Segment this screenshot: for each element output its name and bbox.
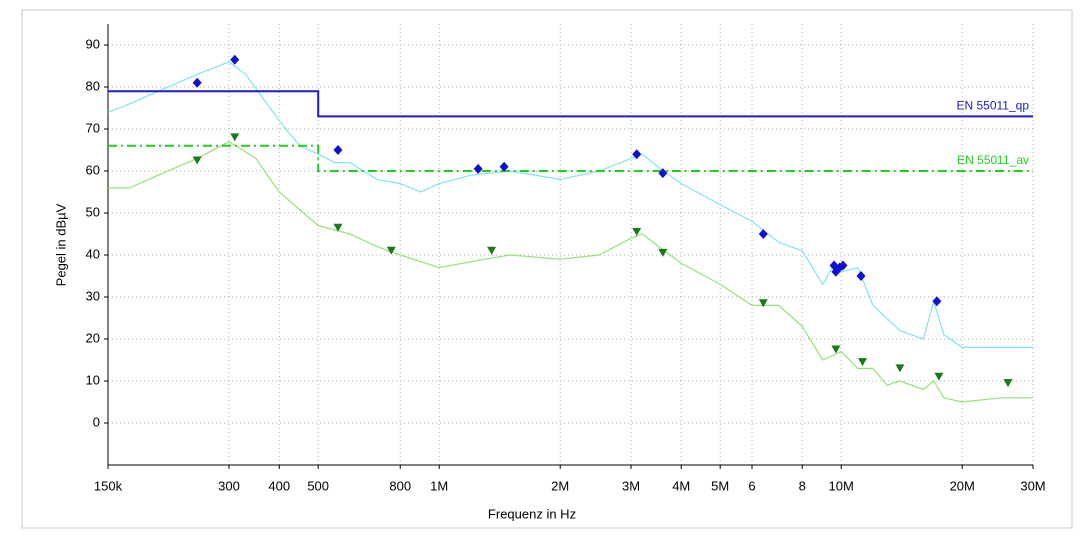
- y-tick-label: 50: [86, 204, 100, 219]
- series-line: [107, 61, 1033, 348]
- series-label: EN 55011_av: [957, 153, 1029, 167]
- y-tick-label: 90: [86, 36, 100, 51]
- y-tick-label: 0: [93, 414, 100, 429]
- x-tick-label: 800: [389, 478, 411, 493]
- marker: [658, 168, 668, 179]
- marker: [230, 133, 240, 142]
- frame: [21, 9, 1073, 529]
- x-tick-label: 3M: [622, 478, 640, 493]
- x-tick-label: 4M: [672, 478, 690, 493]
- marker: [499, 161, 509, 172]
- marker: [758, 229, 768, 239]
- series-line: [108, 140, 1033, 403]
- x-tick-label: 150k: [94, 478, 123, 493]
- y-tick-label: 10: [86, 372, 100, 387]
- marker: [632, 149, 642, 160]
- x-tick-label: 300: [218, 478, 240, 493]
- y-tick-label: 60: [86, 162, 100, 177]
- x-tick-label: 500: [307, 478, 329, 493]
- y-tick-label: 40: [86, 246, 100, 261]
- marker: [932, 296, 942, 307]
- marker: [333, 223, 343, 232]
- y-tick-label: 30: [86, 288, 100, 303]
- marker: [230, 54, 240, 65]
- marker: [831, 345, 841, 354]
- marker: [858, 358, 868, 367]
- x-tick-label: 6: [748, 478, 755, 493]
- marker: [658, 248, 668, 257]
- x-tick-label: 10M: [829, 478, 854, 493]
- marker: [1003, 379, 1013, 388]
- x-tick-label: 2M: [551, 478, 569, 493]
- marker: [487, 246, 497, 255]
- marker: [838, 260, 848, 271]
- series-label: EN 55011_qp: [956, 99, 1029, 113]
- marker: [758, 299, 768, 308]
- series-line: [108, 144, 1033, 172]
- x-tick-label: 5M: [711, 478, 729, 493]
- y-tick-label: 20: [86, 330, 100, 345]
- x-tick-label: 30M: [1020, 478, 1045, 493]
- marker: [895, 364, 905, 373]
- marker: [934, 372, 944, 381]
- marker: [192, 156, 202, 165]
- y-tick-label: 80: [86, 78, 100, 93]
- series-line: [108, 90, 1033, 118]
- marker: [386, 246, 396, 255]
- x-axis-label: Frequenz in Hz: [488, 506, 576, 521]
- marker: [333, 145, 343, 155]
- y-axis-label: Pegel in dBµV: [53, 203, 68, 286]
- marker: [192, 77, 202, 88]
- marker: [856, 271, 866, 281]
- marker: [473, 163, 483, 174]
- x-tick-label: 8: [799, 478, 806, 493]
- x-tick-label: 400: [268, 478, 290, 493]
- x-tick-label: 20M: [950, 478, 975, 493]
- marker: [632, 227, 642, 236]
- y-tick-label: 70: [86, 120, 100, 135]
- x-tick-label: 1M: [430, 478, 448, 493]
